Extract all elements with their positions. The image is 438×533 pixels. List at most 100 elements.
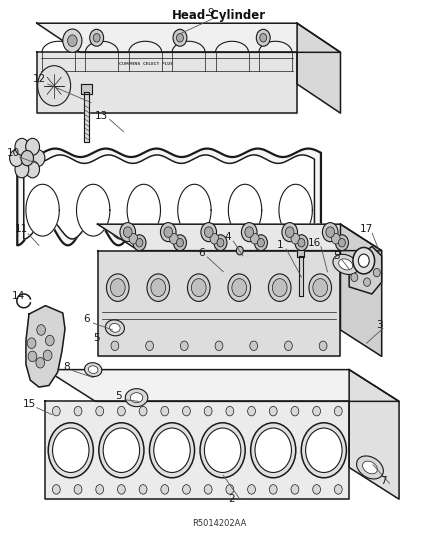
Circle shape xyxy=(291,233,300,244)
Circle shape xyxy=(74,406,82,416)
Text: 11: 11 xyxy=(15,224,28,235)
Circle shape xyxy=(180,341,188,351)
Text: CUMMINS  CELECT  PLUS: CUMMINS CELECT PLUS xyxy=(119,62,173,67)
Circle shape xyxy=(96,484,104,494)
Text: 16: 16 xyxy=(308,238,321,248)
Circle shape xyxy=(36,358,45,368)
Circle shape xyxy=(139,406,147,416)
Circle shape xyxy=(226,406,234,416)
Circle shape xyxy=(336,235,348,251)
Circle shape xyxy=(161,484,169,494)
Polygon shape xyxy=(279,184,312,236)
Text: 9: 9 xyxy=(207,7,214,18)
Polygon shape xyxy=(110,324,120,332)
Circle shape xyxy=(117,484,125,494)
Circle shape xyxy=(106,274,129,301)
Circle shape xyxy=(96,406,104,416)
Circle shape xyxy=(67,35,77,46)
Text: 13: 13 xyxy=(95,111,109,121)
Circle shape xyxy=(146,341,153,351)
Circle shape xyxy=(177,34,184,42)
Polygon shape xyxy=(131,393,143,402)
Circle shape xyxy=(164,227,173,237)
Circle shape xyxy=(291,406,299,416)
Circle shape xyxy=(332,233,340,244)
Text: 6: 6 xyxy=(83,314,90,325)
Circle shape xyxy=(170,233,178,244)
Circle shape xyxy=(187,274,210,301)
Circle shape xyxy=(90,29,104,46)
Polygon shape xyxy=(357,456,383,479)
Circle shape xyxy=(205,428,241,472)
Polygon shape xyxy=(85,363,102,376)
Polygon shape xyxy=(24,155,314,239)
Circle shape xyxy=(214,235,227,251)
Circle shape xyxy=(151,279,166,297)
Circle shape xyxy=(286,227,294,237)
Circle shape xyxy=(74,484,82,494)
Text: 12: 12 xyxy=(32,74,46,84)
Circle shape xyxy=(339,238,346,247)
Circle shape xyxy=(241,223,257,241)
Text: 5: 5 xyxy=(115,391,122,401)
Circle shape xyxy=(358,254,369,267)
Polygon shape xyxy=(125,389,148,407)
Polygon shape xyxy=(26,305,65,387)
Circle shape xyxy=(204,406,212,416)
Circle shape xyxy=(93,34,100,42)
Circle shape xyxy=(364,278,371,286)
Polygon shape xyxy=(26,184,59,236)
Circle shape xyxy=(21,150,34,166)
Circle shape xyxy=(298,238,305,247)
Circle shape xyxy=(204,484,212,494)
Text: 14: 14 xyxy=(12,290,25,301)
Circle shape xyxy=(353,247,374,274)
Circle shape xyxy=(177,238,184,247)
Polygon shape xyxy=(349,369,399,499)
Circle shape xyxy=(173,29,187,46)
Polygon shape xyxy=(98,224,381,251)
Polygon shape xyxy=(363,461,377,474)
Circle shape xyxy=(291,484,299,494)
Circle shape xyxy=(53,484,60,494)
Polygon shape xyxy=(17,149,321,245)
Circle shape xyxy=(251,233,259,244)
Circle shape xyxy=(183,406,191,416)
Circle shape xyxy=(183,484,191,494)
Polygon shape xyxy=(88,366,98,374)
Circle shape xyxy=(37,325,46,335)
Circle shape xyxy=(26,161,39,178)
Circle shape xyxy=(31,150,45,166)
Polygon shape xyxy=(77,184,110,236)
Text: 4: 4 xyxy=(224,232,231,243)
Circle shape xyxy=(251,423,296,478)
Circle shape xyxy=(205,227,213,237)
Circle shape xyxy=(245,227,254,237)
Circle shape xyxy=(301,423,346,478)
Circle shape xyxy=(269,484,277,494)
Circle shape xyxy=(285,341,292,351)
Circle shape xyxy=(322,223,338,241)
Polygon shape xyxy=(127,184,160,236)
Circle shape xyxy=(173,235,187,251)
Circle shape xyxy=(53,406,60,416)
Circle shape xyxy=(27,338,36,349)
Circle shape xyxy=(217,238,224,247)
Polygon shape xyxy=(228,184,262,236)
Circle shape xyxy=(28,351,37,362)
Polygon shape xyxy=(297,249,304,257)
Circle shape xyxy=(149,423,194,478)
Text: 7: 7 xyxy=(381,475,387,486)
Circle shape xyxy=(254,235,268,251)
Circle shape xyxy=(129,233,138,244)
Circle shape xyxy=(15,139,29,155)
Circle shape xyxy=(269,406,277,416)
Polygon shape xyxy=(106,320,124,336)
Circle shape xyxy=(110,279,125,297)
Circle shape xyxy=(334,406,342,416)
Circle shape xyxy=(313,279,328,297)
Circle shape xyxy=(255,428,291,472)
Circle shape xyxy=(133,235,146,251)
Polygon shape xyxy=(37,52,297,113)
Circle shape xyxy=(313,406,321,416)
